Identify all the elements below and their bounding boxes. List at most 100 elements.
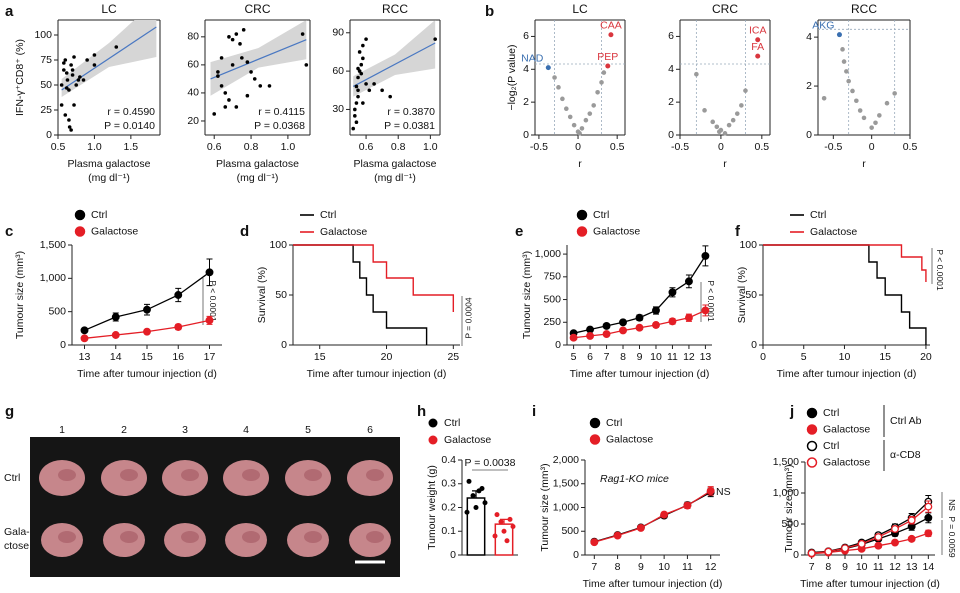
legend-marker bbox=[806, 440, 818, 452]
survival-curve bbox=[763, 244, 927, 345]
panel-letter: i bbox=[532, 403, 536, 420]
x-tick-label: 1.0 bbox=[87, 141, 102, 153]
data-point bbox=[473, 505, 479, 510]
column-label: 1 bbox=[59, 424, 65, 436]
y-tick-label: 0 bbox=[555, 339, 561, 351]
x-tick-label: 9 bbox=[638, 561, 644, 573]
legend-label: Ctrl bbox=[91, 209, 107, 221]
column-label: 5 bbox=[305, 424, 311, 436]
column-label: 4 bbox=[243, 424, 249, 436]
point bbox=[227, 98, 231, 102]
point bbox=[821, 95, 827, 101]
point bbox=[230, 37, 235, 42]
point bbox=[240, 56, 244, 60]
annotation: r = 0.3870 bbox=[387, 106, 435, 118]
marker bbox=[619, 326, 627, 335]
y-tick-label: 0.3 bbox=[441, 478, 456, 490]
legend-marker bbox=[576, 209, 588, 221]
y-axis-label: Survival (%) bbox=[256, 267, 268, 324]
y-tick-label: 1,000 bbox=[773, 487, 799, 499]
point bbox=[353, 107, 357, 112]
data-point bbox=[466, 478, 472, 484]
point bbox=[216, 74, 220, 78]
tumour-shade bbox=[181, 531, 199, 543]
chart-title: CRC bbox=[245, 2, 271, 16]
point bbox=[72, 55, 76, 59]
legend-marker bbox=[589, 434, 601, 445]
point bbox=[591, 103, 596, 108]
marker bbox=[602, 321, 611, 330]
x-tick-label: 0.5 bbox=[610, 141, 625, 153]
x-tick-label: 1.0 bbox=[423, 141, 438, 153]
y-tick-label: 80 bbox=[187, 31, 199, 43]
y-axis-label: Tumour size (mm³) bbox=[14, 251, 26, 339]
x-tick-label: 6 bbox=[587, 351, 593, 363]
point bbox=[63, 113, 68, 117]
y-tick-label: 90 bbox=[332, 27, 344, 39]
y-tick-label: 0 bbox=[573, 549, 579, 561]
marker bbox=[143, 327, 151, 336]
y-tick-label: 1,000 bbox=[40, 272, 66, 284]
x-axis-label: Plasma galactose bbox=[354, 158, 437, 170]
panel-letter: a bbox=[5, 3, 14, 20]
data-point bbox=[498, 519, 504, 525]
point bbox=[739, 103, 744, 108]
point bbox=[357, 50, 362, 54]
x-tick-label: 8 bbox=[825, 561, 831, 573]
point bbox=[364, 37, 368, 41]
point bbox=[357, 69, 362, 73]
point bbox=[595, 89, 600, 95]
y-tick-label: 0 bbox=[46, 129, 52, 141]
row-label: Ctrl bbox=[4, 472, 20, 484]
y-tick-label: 500 bbox=[543, 293, 561, 305]
point bbox=[245, 60, 250, 64]
point bbox=[74, 83, 79, 87]
x-tick-label: 17 bbox=[204, 351, 216, 363]
marker bbox=[907, 534, 916, 543]
point bbox=[726, 122, 732, 128]
marker bbox=[660, 510, 669, 519]
point bbox=[861, 115, 867, 121]
point bbox=[364, 82, 368, 86]
point bbox=[62, 61, 66, 65]
tumour-shade bbox=[366, 531, 384, 543]
data-point bbox=[482, 500, 488, 506]
x-tick-label: 8 bbox=[620, 351, 626, 363]
point bbox=[258, 84, 263, 88]
y-tick-label: 0 bbox=[60, 339, 66, 351]
point bbox=[840, 47, 845, 52]
x-tick-label: 13 bbox=[700, 351, 712, 363]
y-tick-label: 100 bbox=[269, 239, 287, 251]
legend-label: Galactose bbox=[823, 456, 870, 468]
point bbox=[577, 131, 582, 136]
point bbox=[92, 63, 97, 67]
x-tick-label: -0.5 bbox=[824, 141, 842, 153]
x-axis-label: Time after tumour injection (d) bbox=[570, 368, 710, 380]
point bbox=[841, 59, 847, 64]
y-tick-label: 0 bbox=[668, 129, 674, 141]
highlight-point bbox=[755, 37, 761, 43]
x-tick-label: 7 bbox=[604, 351, 610, 363]
x-tick-label: 9 bbox=[637, 351, 643, 363]
point bbox=[69, 128, 73, 132]
point bbox=[601, 70, 607, 75]
point bbox=[892, 91, 897, 96]
y-tick-label: 250 bbox=[543, 316, 561, 328]
x-tick-label: 11 bbox=[682, 561, 693, 573]
legend-label: Ctrl bbox=[593, 209, 609, 221]
point bbox=[884, 100, 890, 106]
x-axis-label: Time after tumour injection (d) bbox=[583, 578, 723, 590]
y-axis-label: −log₂(P value) bbox=[506, 44, 518, 110]
legend-label: Galactose bbox=[91, 225, 138, 237]
point bbox=[85, 58, 89, 62]
legend-label: Ctrl bbox=[444, 417, 460, 429]
y-tick-label: 1,000 bbox=[535, 248, 561, 260]
survival-curve bbox=[293, 244, 455, 312]
panel-letter: g bbox=[5, 403, 14, 420]
row-label: ctose bbox=[4, 540, 29, 552]
highlight-point bbox=[836, 32, 842, 38]
x-tick-label: 1.0 bbox=[281, 141, 296, 153]
row-label: Gala- bbox=[4, 526, 30, 538]
column-label: 6 bbox=[367, 424, 373, 436]
point bbox=[694, 71, 699, 77]
